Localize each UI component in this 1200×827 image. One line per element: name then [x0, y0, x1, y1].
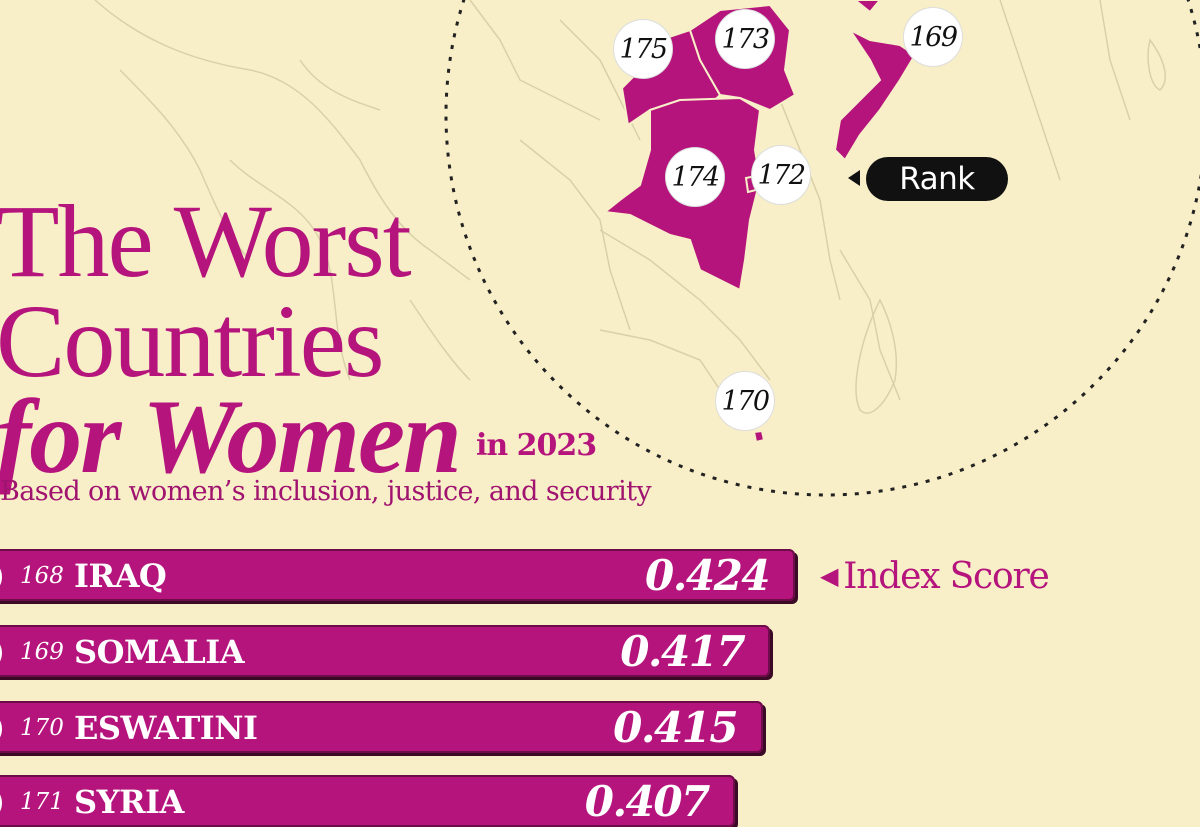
bar-country: SOMALIA: [74, 633, 245, 671]
rank-pointer-icon: [848, 170, 860, 186]
bar-row: 171 SYRIA 0.407: [0, 775, 735, 827]
map-rank-badge: 174: [666, 148, 724, 206]
bar-country: SYRIA: [74, 783, 184, 821]
bar-row: 170 ESWATINI 0.415: [0, 701, 764, 753]
eswatini-shape: [752, 429, 766, 444]
country-outlines: [94, 0, 1166, 421]
africa-focus-circle: [444, 0, 1200, 497]
bar-rank: 168: [20, 563, 64, 589]
map-rank-badge: 170: [716, 372, 774, 430]
map-rank-badge: 173: [716, 10, 774, 68]
title-year: in 2023: [476, 428, 597, 463]
syria-flag-icon: [0, 785, 2, 821]
iraq-flag-icon: [0, 559, 2, 595]
bar-row: ★ 169 SOMALIA 0.417: [0, 625, 771, 677]
rank-legend-pill: Rank: [866, 157, 1008, 201]
index-score-legend: ◀ Index Score: [820, 556, 1050, 597]
title-line-2: Countries: [0, 284, 384, 399]
bar-rank: 169: [20, 639, 64, 665]
index-score-label: Index Score: [843, 556, 1050, 597]
bar-country: IRAQ: [74, 557, 167, 595]
eswatini-flag-icon: [0, 711, 2, 747]
bar-rank: 170: [20, 715, 64, 741]
somalia-flag-icon: ★: [0, 635, 2, 671]
somalia-north-shape: [853, 0, 882, 14]
map-rank-badge: 169: [904, 8, 962, 66]
bar-rank: 171: [20, 789, 64, 815]
bar-score: 0.417: [620, 627, 746, 676]
somalia-shape: [833, 27, 917, 162]
title-line-1: The Worst: [0, 184, 412, 299]
bar-country: ESWATINI: [74, 709, 258, 747]
bar-score: 0.424: [645, 551, 771, 600]
map-rank-badge: 175: [614, 20, 672, 78]
subtitle: Based on women’s inclusion, justice, and…: [0, 476, 652, 507]
bar-row: 168 IRAQ 0.424: [0, 549, 795, 601]
bar-score: 0.415: [613, 703, 739, 752]
title-line-3: for Women: [0, 378, 462, 495]
bar-score: 0.407: [584, 777, 711, 826]
left-triangle-icon: ◀: [820, 562, 838, 590]
map-rank-badge: 172: [752, 146, 810, 204]
